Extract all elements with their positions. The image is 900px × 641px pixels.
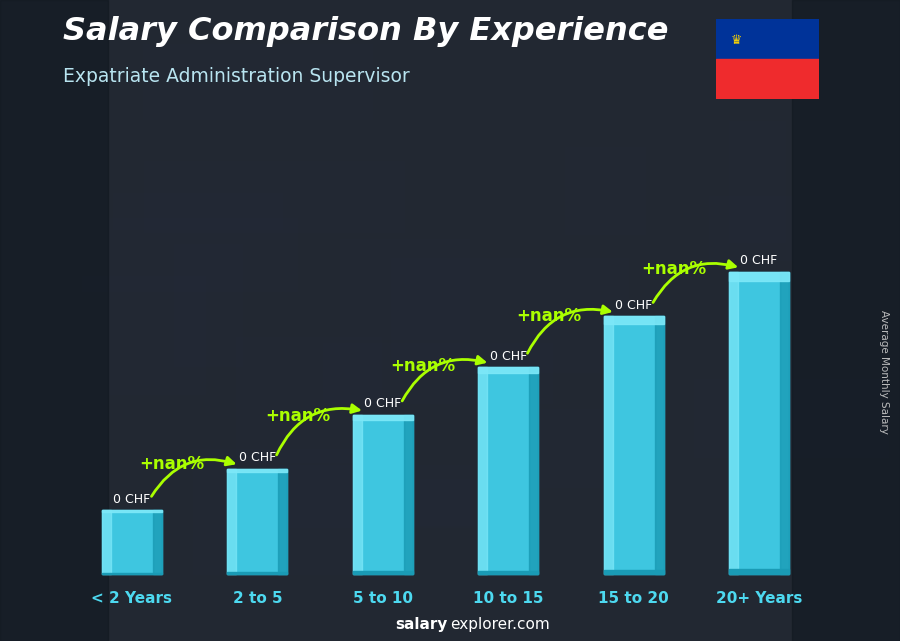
Text: +nan%: +nan%: [265, 408, 330, 426]
Bar: [746, 437, 900, 542]
Bar: [228, 469, 287, 574]
Bar: [492, 240, 698, 365]
Bar: [106, 444, 208, 510]
Text: 0 CHF: 0 CHF: [741, 254, 778, 267]
Bar: [779, 151, 900, 231]
Bar: [716, 19, 819, 60]
Text: +nan%: +nan%: [641, 260, 706, 278]
Bar: [478, 367, 538, 574]
Bar: [792, 0, 900, 641]
Bar: [729, 569, 789, 574]
Bar: [729, 272, 789, 281]
Bar: [780, 272, 789, 574]
Bar: [604, 317, 663, 324]
Text: explorer.com: explorer.com: [450, 617, 550, 633]
Bar: [604, 317, 663, 574]
Bar: [729, 272, 789, 574]
Bar: [353, 415, 413, 574]
Bar: [214, 158, 413, 201]
Bar: [747, 340, 894, 379]
Text: Salary Comparison By Experience: Salary Comparison By Experience: [63, 16, 669, 47]
Text: +nan%: +nan%: [391, 356, 455, 374]
Bar: [228, 469, 237, 574]
Bar: [325, 326, 375, 419]
Bar: [729, 272, 738, 574]
Bar: [184, 238, 417, 331]
Text: Average Monthly Salary: Average Monthly Salary: [878, 310, 889, 434]
Bar: [639, 332, 754, 372]
Bar: [228, 572, 287, 574]
Bar: [733, 72, 891, 185]
Text: 0 CHF: 0 CHF: [364, 397, 401, 410]
Bar: [278, 469, 287, 574]
Bar: [716, 60, 819, 99]
Bar: [404, 415, 413, 574]
Bar: [604, 570, 663, 574]
Bar: [353, 415, 413, 420]
Bar: [888, 268, 900, 379]
Bar: [102, 573, 162, 574]
Bar: [478, 570, 538, 574]
Bar: [102, 510, 162, 574]
Bar: [465, 435, 526, 478]
Bar: [478, 367, 487, 574]
Bar: [248, 388, 300, 478]
Bar: [604, 317, 613, 574]
Bar: [228, 469, 287, 472]
Bar: [471, 297, 608, 367]
Bar: [121, 213, 358, 331]
Bar: [478, 367, 538, 373]
Bar: [153, 510, 162, 574]
Bar: [102, 510, 162, 512]
Bar: [353, 415, 362, 574]
Text: +nan%: +nan%: [516, 307, 580, 326]
Bar: [89, 229, 175, 294]
Text: +nan%: +nan%: [140, 455, 204, 473]
Text: 0 CHF: 0 CHF: [113, 493, 150, 506]
Text: 0 CHF: 0 CHF: [615, 299, 652, 312]
Bar: [654, 317, 663, 574]
Bar: [102, 510, 111, 574]
Bar: [529, 367, 538, 574]
Bar: [0, 0, 108, 641]
Bar: [602, 276, 725, 354]
Text: 0 CHF: 0 CHF: [490, 350, 526, 363]
Text: salary: salary: [395, 617, 447, 633]
Text: 0 CHF: 0 CHF: [238, 451, 276, 465]
Bar: [353, 571, 413, 574]
Bar: [590, 262, 650, 356]
Text: Expatriate Administration Supervisor: Expatriate Administration Supervisor: [63, 67, 410, 87]
Text: ♛: ♛: [731, 35, 742, 47]
Bar: [500, 255, 654, 295]
Bar: [706, 94, 756, 171]
